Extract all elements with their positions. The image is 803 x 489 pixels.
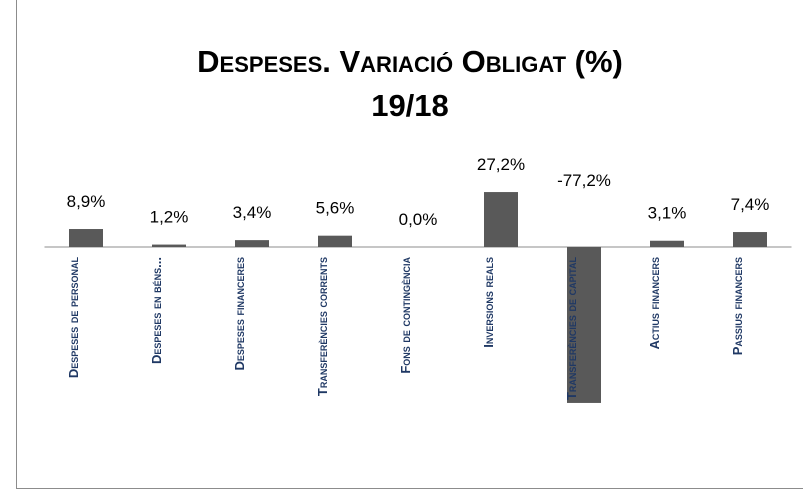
value-label: 27,2% xyxy=(477,155,525,174)
bar xyxy=(152,244,186,247)
bar xyxy=(484,192,518,247)
bar xyxy=(650,240,684,247)
value-label: 3,1% xyxy=(648,204,687,223)
value-label: 1,2% xyxy=(150,208,189,227)
x-tick-label: Passius financers xyxy=(730,257,745,356)
bar xyxy=(733,232,767,247)
value-label: 7,4% xyxy=(731,195,770,214)
x-tick-label: Despeses financeres xyxy=(232,257,247,371)
bar xyxy=(567,247,601,403)
x-tick-label: Despeses de personal xyxy=(66,257,81,379)
x-tick-label: Despeses en béns... xyxy=(149,257,164,364)
chart-title: Despeses. Variació Obligat (%) xyxy=(197,44,623,79)
value-label: 5,6% xyxy=(316,199,355,218)
value-label: 3,4% xyxy=(233,203,272,222)
bar xyxy=(69,229,103,247)
chart-subtitle: 19/18 xyxy=(371,88,449,123)
x-tick-label: Fons de contingència xyxy=(398,257,413,374)
x-tick-label: Inversions reals xyxy=(481,257,496,348)
x-tick-label: Actius financers xyxy=(647,257,662,350)
x-tick-label: Transferències corrents xyxy=(315,257,330,397)
bar xyxy=(318,235,352,247)
value-label: 0,0% xyxy=(399,210,438,229)
value-label: -77,2% xyxy=(557,171,611,190)
bar xyxy=(235,240,269,247)
x-tick-label: Transferències de capital xyxy=(564,257,579,401)
value-label: 8,9% xyxy=(67,192,106,211)
